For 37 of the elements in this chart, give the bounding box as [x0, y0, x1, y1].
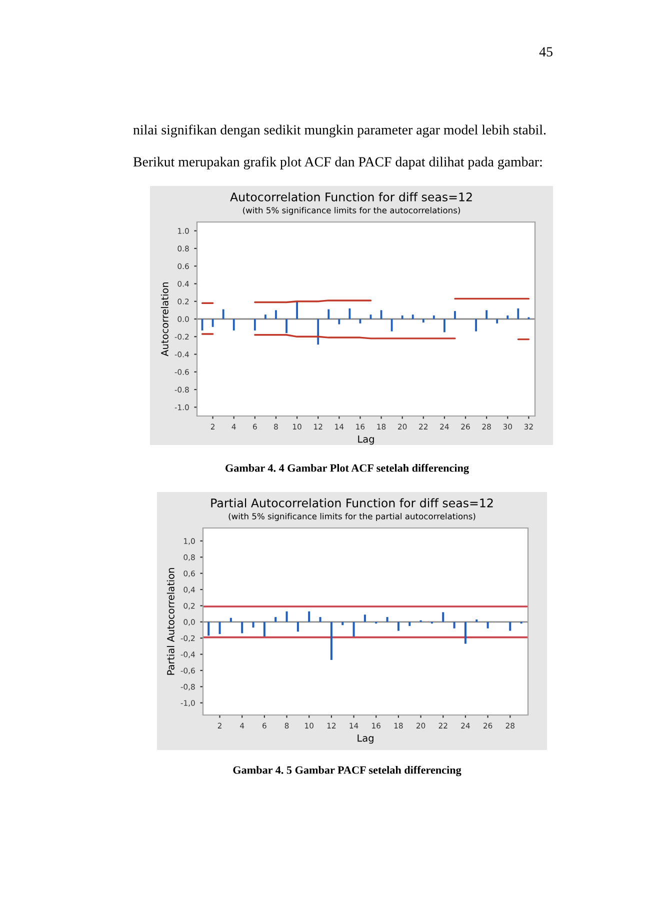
bar: [342, 622, 344, 626]
bar: [263, 622, 266, 636]
text: Berikut merupakan grafik plot ACF dan PACF dapat dilihat pada gambar:: [133, 156, 542, 170]
bar: [364, 614, 366, 622]
text: Gambar 4. 5 Gambar PACF setelah differencing: [233, 766, 462, 776]
text: nilai signifikan dengan sedikit mungkin parameter agar model lebih stabil.: [133, 124, 546, 138]
bar: [486, 622, 489, 628]
text: Gambar 4. 4 Gambar Plot ACF setelah differencing: [226, 464, 469, 474]
bar: [308, 611, 310, 622]
bar: [453, 622, 456, 628]
y-axis-title: Autocorrelation: [160, 282, 168, 356]
chart-subtitle: (with 5% significance limits for the autocorrelations): [243, 206, 460, 216]
bar: [296, 622, 299, 632]
bar: [330, 622, 332, 660]
chart-title: Autocorrelation Function for diff seas=12: [230, 192, 472, 202]
bar: [476, 619, 478, 622]
bar: [408, 622, 411, 626]
bar: [252, 622, 254, 628]
chart-subtitle: (with 5% significance limits for the partial autocorrelations): [228, 512, 476, 522]
bar: [352, 622, 355, 636]
x-axis-title: Lag: [358, 436, 374, 445]
bar: [442, 612, 444, 622]
bar: [274, 617, 277, 622]
bar: [397, 622, 400, 631]
x-axis-title: Lag: [358, 734, 374, 744]
bar: [230, 618, 232, 622]
y-axis-title: Partial Autocorrelation: [166, 568, 174, 675]
bar: [241, 622, 244, 634]
bar: [286, 611, 288, 622]
bar: [386, 617, 388, 622]
bar: [208, 622, 210, 636]
chart-title: Partial Autocorrelation Function for diff seas=12: [211, 498, 493, 508]
bar: [319, 617, 322, 622]
bar: [464, 622, 466, 644]
bar: [218, 622, 221, 634]
text: 45: [539, 47, 552, 56]
bar: [509, 622, 512, 631]
